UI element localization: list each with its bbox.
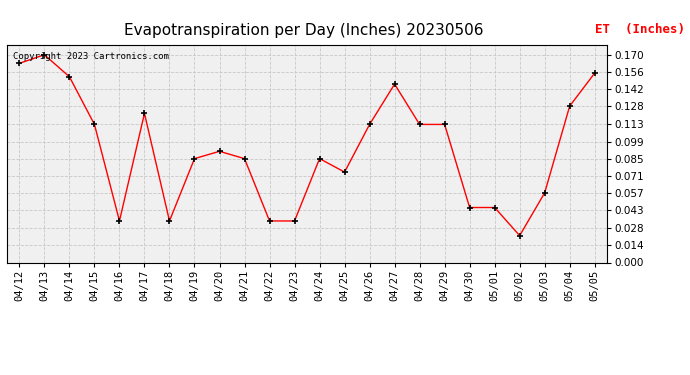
Text: ET  (Inches): ET (Inches) xyxy=(595,23,685,36)
Text: Copyright 2023 Cartronics.com: Copyright 2023 Cartronics.com xyxy=(13,51,169,60)
Text: Evapotranspiration per Day (Inches) 20230506: Evapotranspiration per Day (Inches) 2023… xyxy=(124,22,484,38)
